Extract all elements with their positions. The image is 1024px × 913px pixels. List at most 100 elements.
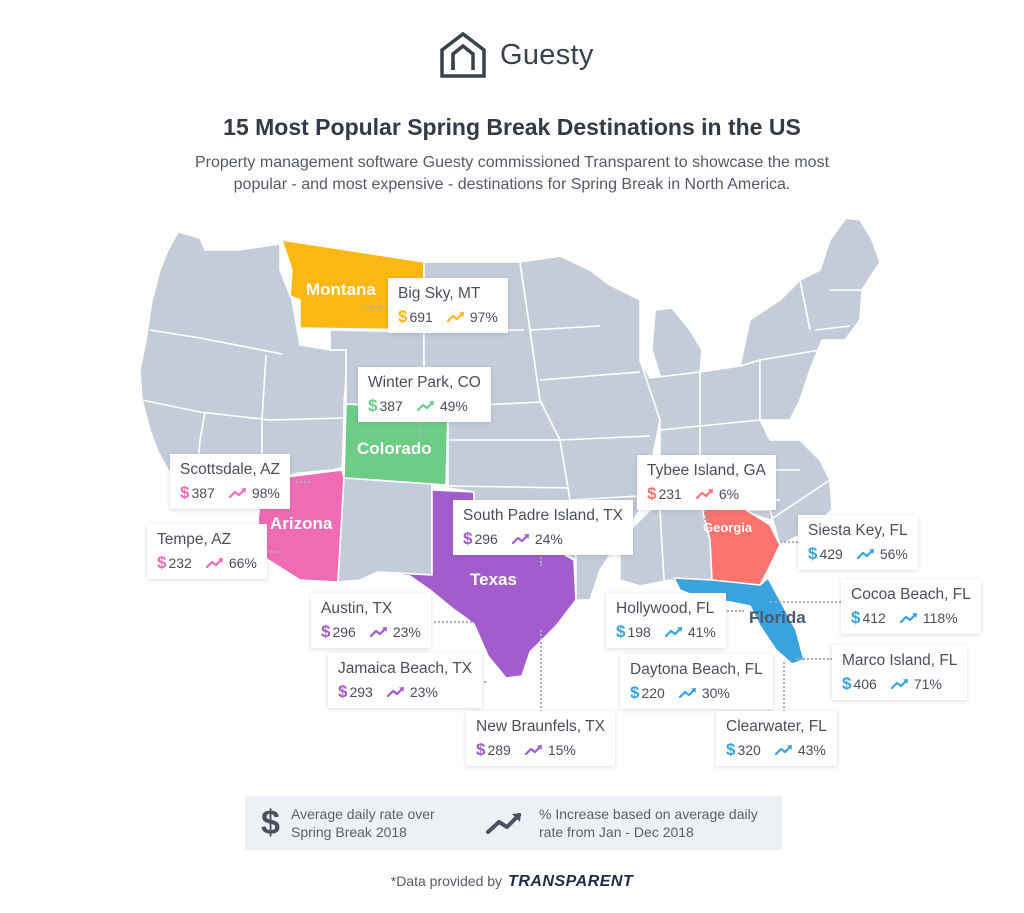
destination-card: South Padre Island, TX $ 296 24% [453, 500, 633, 555]
destination-card: Siesta Key, FL $ 429 56% [798, 515, 918, 570]
trend-up-icon [678, 688, 696, 699]
rate-increase: 23% [409, 684, 438, 700]
trend-up-icon [486, 813, 521, 834]
trend-up-icon [416, 401, 434, 412]
state-west [139, 231, 349, 493]
leader-line [716, 610, 744, 612]
destination-name: Cocoa Beach, FL [851, 586, 971, 603]
destination-name: Marco Island, FL [842, 652, 958, 669]
state-label-florida: Florida [749, 608, 806, 627]
rate-increase: 97% [469, 309, 498, 325]
destination-card: New Braunfels, TX $ 289 15% [466, 711, 615, 766]
destination-name: Clearwater, FL [726, 718, 827, 735]
rate-increase: 24% [534, 531, 563, 547]
house-icon [440, 31, 486, 78]
state-northeast [739, 217, 881, 421]
destination-name: South Padre Island, TX [463, 507, 623, 524]
trend-up-icon [664, 627, 682, 638]
trend-up-icon [369, 627, 387, 638]
trend-up-icon [856, 549, 874, 560]
daily-rate: 296 [474, 531, 498, 547]
rate-increase: 15% [547, 742, 576, 758]
data-credit: *Data provided by TRANSPARENT [0, 873, 1024, 891]
rate-increase: 71% [913, 676, 942, 692]
state-label-texas: Texas [470, 570, 517, 589]
destination-card: Big Sky, MT $ 691 97% [388, 278, 508, 333]
trend-up-icon [511, 534, 529, 545]
daily-rate: 691 [409, 309, 433, 325]
trend-up-icon [446, 312, 464, 323]
daily-rate: 429 [819, 546, 843, 562]
destination-card: Winter Park, CO $ 387 49% [358, 367, 491, 422]
trend-up-icon [228, 488, 246, 499]
leader-line [434, 621, 472, 623]
dollar-icon: $ [180, 483, 190, 502]
trend-up-icon [386, 687, 404, 698]
page-subtitle: Property management software Guesty comm… [194, 154, 830, 193]
leader-line [770, 601, 841, 603]
trend-up-icon [205, 558, 223, 569]
leader-line [366, 306, 388, 308]
rate-increase: 41% [687, 624, 716, 640]
leader-line [796, 658, 832, 660]
destination-name: Siesta Key, FL [808, 522, 908, 539]
dollar-icon: $ [808, 544, 818, 563]
state-michigan [651, 307, 703, 381]
rate-increase: 118% [922, 610, 958, 626]
dollar-icon: $ [726, 740, 736, 759]
leader-line [420, 417, 422, 439]
daily-rate: 387 [191, 485, 215, 501]
dollar-icon: $ [157, 553, 167, 572]
rate-increase: 49% [439, 398, 468, 414]
daily-rate: 231 [658, 486, 682, 502]
dollar-icon: $ [476, 740, 486, 759]
daily-rate: 198 [627, 624, 651, 640]
state-label-colorado: Colorado [357, 439, 432, 458]
destination-name: Winter Park, CO [368, 374, 481, 391]
destination-card: Jamaica Beach, TX $ 293 23% [328, 653, 483, 708]
destination-name: Jamaica Beach, TX [338, 660, 473, 677]
destination-card: Hollywood, FL $ 198 41% [606, 593, 726, 648]
dollar-icon: $ [647, 484, 657, 503]
destination-card: Clearwater, FL $ 320 43% [716, 711, 837, 766]
dollar-icon: $ [338, 682, 348, 701]
daily-rate: 296 [332, 624, 356, 640]
daily-rate: 220 [641, 685, 665, 701]
destination-card: Tybee Island, GA $ 231 6% [637, 455, 776, 510]
destination-name: Austin, TX [321, 600, 393, 617]
daily-rate: 406 [853, 676, 877, 692]
destination-name: New Braunfels, TX [476, 718, 605, 735]
dollar-icon: $ [630, 683, 640, 702]
trend-up-icon [774, 745, 792, 756]
guesty-logo: Guesty [438, 30, 594, 80]
dollar-icon: $ [261, 803, 280, 842]
state-label-georgia: Georgia [703, 520, 753, 535]
destination-card: Marco Island, FL $ 406 71% [832, 645, 968, 700]
daily-rate: 387 [379, 398, 403, 414]
destination-name: Scottsdale, AZ [180, 461, 280, 478]
state-label-arizona: Arizona [270, 514, 333, 533]
dollar-icon: $ [463, 529, 473, 548]
dollar-icon: $ [398, 307, 408, 326]
state-georgia [699, 499, 781, 587]
dollar-icon: $ [616, 622, 626, 641]
leader-line [296, 481, 310, 483]
leader-line [258, 551, 280, 553]
trend-up-icon [899, 613, 917, 624]
destination-name: Tybee Island, GA [647, 462, 766, 479]
destination-name: Tempe, AZ [157, 531, 232, 548]
legend: $ Average daily rate over Spring Break 2… [245, 796, 782, 850]
destination-name: Big Sky, MT [398, 285, 481, 302]
daily-rate: 320 [737, 742, 761, 758]
leader-line [783, 662, 785, 712]
daily-rate: 293 [349, 684, 373, 700]
rate-increase: 98% [251, 485, 280, 501]
daily-rate: 232 [168, 555, 192, 571]
destination-card: Cocoa Beach, FL $ 412 118% [841, 579, 981, 634]
dollar-icon: $ [851, 608, 861, 627]
destination-card: Austin, TX $ 296 23% [311, 593, 431, 648]
logo-text: Guesty [500, 38, 594, 71]
transparent-logo: TRANSPARENT [508, 873, 634, 890]
leader-line [540, 630, 542, 712]
